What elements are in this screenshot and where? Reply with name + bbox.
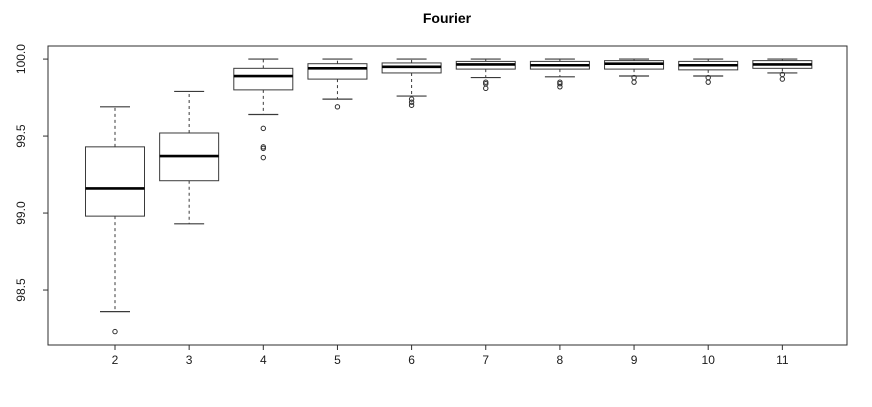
x-tick-label: 7 [482,353,489,367]
outlier-point [260,145,266,152]
x-tick-label: 9 [631,353,638,367]
outlier-point [705,79,711,85]
outlier-point [260,125,266,132]
y-tick-label: 98.5 [14,278,28,302]
x-tick-label: 8 [557,353,564,367]
boxes [85,58,813,335]
y-tick-label: 99.5 [14,124,28,148]
y-tick-label: 99.0 [14,201,28,225]
box-group-8 [529,58,590,90]
y-tick-label: 100.0 [14,44,28,74]
outlier-point [631,79,637,85]
x-tick-label: 10 [702,353,716,367]
outlier-point [408,96,415,102]
x-tick-label: 6 [408,353,415,367]
box-group-11 [752,58,813,82]
outlier-point [483,85,489,92]
x-tick-label: 11 [776,353,789,367]
plot-frame [47,45,848,346]
x-tick-label: 2 [112,353,119,367]
iqr-box [85,146,145,217]
chart-title: Fourier [423,10,472,26]
outlier-point [557,84,563,90]
x-axis: 2 3 4 5 6 7 8 9 10 11 [112,345,789,367]
box-group-9 [604,58,665,85]
iqr-box [233,67,294,91]
outlier-point [408,102,415,108]
outlier-point [557,81,563,87]
x-tick-label: 3 [186,353,193,367]
outlier-point [779,76,786,82]
outlier-point [334,104,341,110]
outlier-point [112,328,118,335]
outlier-point [408,99,415,105]
iqr-box [307,63,368,80]
box-group-3 [159,90,220,225]
outlier-point [260,154,266,161]
box-group-5 [307,58,368,110]
x-tick-label: 5 [334,353,341,367]
box-group-4 [233,58,294,161]
box-group-6 [381,58,442,108]
y-axis: 98.5 99.0 99.5 100.0 [14,44,48,302]
x-tick-label: 4 [260,353,267,367]
box-group-2 [85,106,145,335]
box-group-7 [455,58,516,92]
box-group-10 [678,58,739,85]
